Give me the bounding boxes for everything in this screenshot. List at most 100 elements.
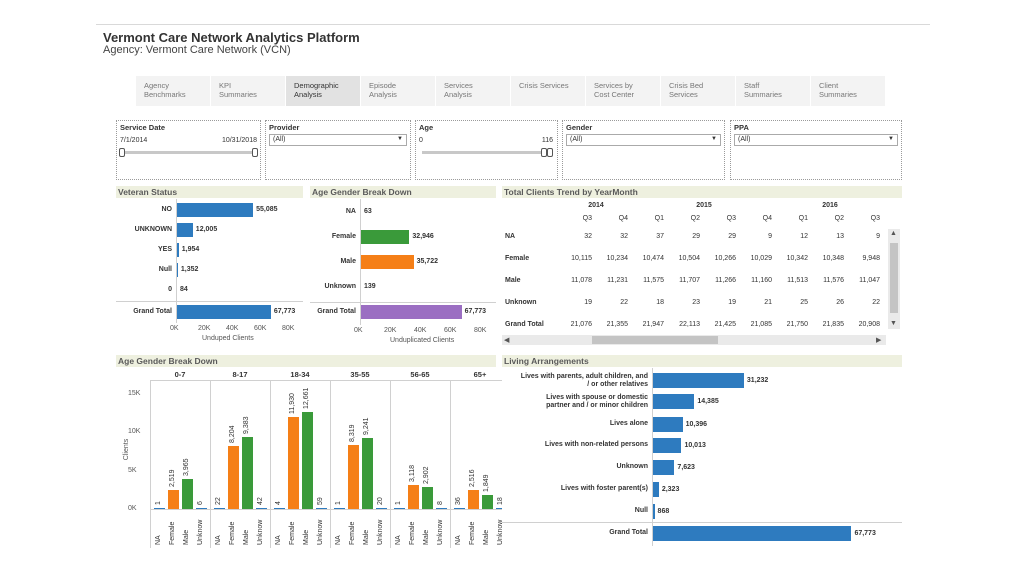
- group-divider: [450, 380, 451, 548]
- service-date-start-handle[interactable]: [119, 148, 125, 157]
- column-8-17-NA[interactable]: [214, 508, 225, 509]
- trend-header: Total Clients Trend by YearMonth: [502, 186, 902, 198]
- provider-select[interactable]: (All) ▼: [269, 134, 407, 146]
- column-value-35-55-Unknow: 20: [377, 497, 384, 505]
- column-56-65-NA[interactable]: [394, 508, 405, 509]
- column-35-55-Male[interactable]: [362, 437, 373, 509]
- age-min-handle[interactable]: [541, 148, 547, 157]
- bar-1[interactable]: [176, 223, 193, 237]
- tab-services-by[interactable]: Services by Cost Center: [586, 76, 661, 106]
- bar-5[interactable]: [176, 305, 271, 319]
- living-bar-7[interactable]: [652, 526, 852, 541]
- scroll-up-icon[interactable]: ▲: [890, 230, 897, 237]
- gender-filter[interactable]: Gender (All) ▼: [562, 120, 725, 180]
- living-label-6: Null: [502, 507, 648, 515]
- tab-demographic[interactable]: Demographic Analysis: [286, 76, 361, 106]
- column-18-34-NA[interactable]: [274, 508, 285, 509]
- bar-0[interactable]: [176, 203, 254, 217]
- column-18-34-Male[interactable]: [302, 411, 313, 509]
- trend-row: Female 10,115 10,234 10,474 10,504 10,266 10,0…: [502, 247, 884, 269]
- column-65+-Male[interactable]: [482, 494, 493, 509]
- trend-cell: 22,113: [679, 320, 700, 328]
- x-tick-3: 60K: [444, 327, 457, 334]
- column-56-65-Unknow[interactable]: [436, 508, 447, 509]
- column-value-8-17-NA: 22: [215, 497, 222, 505]
- trend-cell: 21,835: [822, 320, 844, 328]
- x-label-35-55-Unknow: Unknow: [377, 519, 384, 545]
- column-0-7-Female[interactable]: [168, 489, 179, 509]
- scroll-down-icon[interactable]: ▼: [890, 320, 897, 327]
- column-65+-Unknow[interactable]: [496, 508, 507, 509]
- column-65+-NA[interactable]: [454, 508, 465, 509]
- living-bar-2[interactable]: [652, 417, 683, 432]
- column-56-65-Male[interactable]: [422, 486, 433, 509]
- gender-select[interactable]: (All) ▼: [566, 134, 721, 146]
- quarter-header: Q4: [618, 215, 628, 222]
- trend-cell: 29: [728, 232, 736, 240]
- x-label-35-55-NA: NA: [335, 535, 342, 545]
- service-date-slider-track[interactable]: [123, 151, 254, 154]
- bar-label-3: Unknown: [324, 283, 357, 290]
- bar-2[interactable]: [176, 243, 179, 257]
- column-56-65-Female[interactable]: [408, 485, 419, 509]
- column-value-65+-Male: 1,849: [483, 474, 490, 492]
- living-bar-4[interactable]: [652, 460, 675, 475]
- service-date-end-handle[interactable]: [252, 148, 258, 157]
- column-8-17-Unknow[interactable]: [256, 508, 267, 509]
- tab-crisis-services[interactable]: Crisis Services: [511, 76, 586, 106]
- tab-label-line2: Cost Center: [594, 90, 635, 99]
- ppa-filter[interactable]: PPA (All) ▼: [730, 120, 902, 180]
- bar-1[interactable]: [360, 230, 410, 244]
- provider-filter[interactable]: Provider (All) ▼: [265, 120, 411, 180]
- trend-cell: 11,160: [751, 276, 772, 284]
- column-8-17-Male[interactable]: [242, 436, 253, 509]
- column-35-55-Female[interactable]: [348, 445, 359, 509]
- tab-agency[interactable]: Agency Benchmarks: [136, 76, 211, 106]
- age-max-handle[interactable]: [547, 148, 553, 157]
- tab-label-line2: Services: [669, 90, 698, 99]
- living-value-1: 14,385: [697, 398, 719, 405]
- tab-label-line1: Episode: [369, 81, 397, 90]
- living-bar-6[interactable]: [652, 504, 655, 519]
- living-bar-0[interactable]: [652, 373, 744, 388]
- x-label-18-34-Unknow: Unknow: [317, 519, 324, 545]
- ppa-select[interactable]: (All) ▼: [734, 134, 898, 146]
- column-65+-Female[interactable]: [468, 489, 479, 509]
- column-0-7-NA[interactable]: [154, 508, 165, 509]
- service-date-filter[interactable]: Service Date 7/1/2014 10/31/2018: [116, 120, 261, 180]
- scroll-left-icon[interactable]: ◀: [504, 337, 510, 344]
- scroll-right-icon[interactable]: ▶: [876, 337, 882, 344]
- bar-value-3: 139: [364, 283, 376, 290]
- group-divider: [390, 380, 391, 548]
- column-8-17-Female[interactable]: [228, 445, 239, 509]
- column-35-55-Unknow[interactable]: [376, 508, 387, 509]
- age-slider-track[interactable]: [422, 151, 551, 154]
- living-bar-1[interactable]: [652, 394, 695, 409]
- vertical-scroll-thumb[interactable]: [890, 243, 898, 313]
- gender-value: (All): [570, 136, 583, 143]
- column-0-7-Unknow[interactable]: [196, 508, 207, 509]
- tab-episode[interactable]: Episode Analysis: [361, 76, 436, 106]
- living-bar-3[interactable]: [652, 438, 682, 453]
- tab-kpi[interactable]: KPI Summaries: [211, 76, 286, 106]
- chevron-down-icon: ▼: [711, 136, 717, 142]
- column-18-34-Unknow[interactable]: [316, 508, 327, 509]
- column-0-7-Male[interactable]: [182, 478, 193, 509]
- living-label-5: Lives with foster parent(s): [502, 485, 648, 493]
- tab-services[interactable]: Services Analysis: [436, 76, 511, 106]
- age-filter[interactable]: Age 0 116: [415, 120, 558, 180]
- tab-staff[interactable]: Staff Summaries: [736, 76, 811, 106]
- horizontal-scroll-thumb[interactable]: [592, 336, 718, 344]
- quarter-header: Q3: [726, 215, 736, 222]
- tab-crisis-bed[interactable]: Crisis Bed Services: [661, 76, 736, 106]
- trend-cell: 13: [836, 232, 844, 240]
- bar-2[interactable]: [360, 255, 414, 269]
- column-18-34-Female[interactable]: [288, 417, 299, 509]
- tab-label-line1: Crisis Bed: [669, 81, 704, 90]
- tab-client[interactable]: Client Summaries: [811, 76, 886, 106]
- bar-4[interactable]: [360, 305, 462, 319]
- living-bar-5[interactable]: [652, 482, 659, 497]
- age-gender-bar-chart: NA 63 Female 32,946 Male 35,722 Unknown 139 Gran…: [310, 199, 496, 349]
- corner-cell: [502, 199, 560, 212]
- column-35-55-NA[interactable]: [334, 508, 345, 509]
